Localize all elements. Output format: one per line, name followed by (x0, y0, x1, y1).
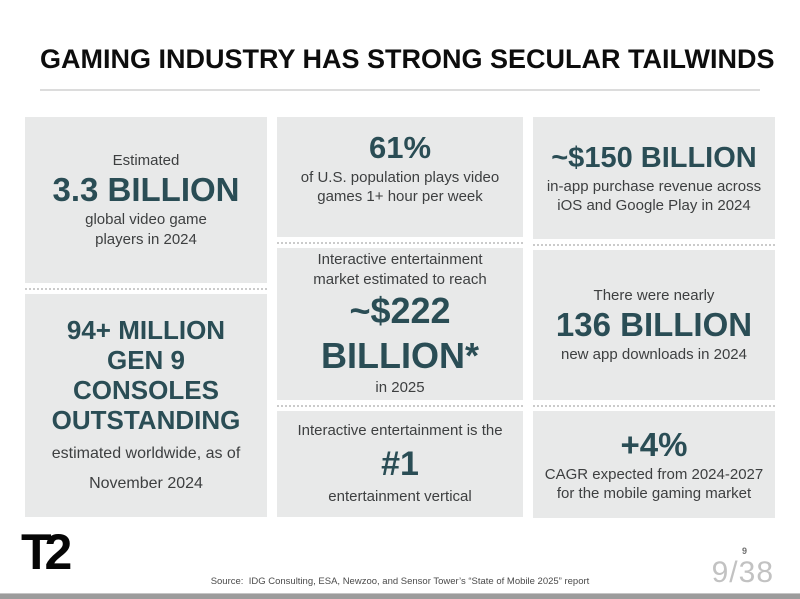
dotted-divider (533, 400, 775, 411)
stat-label-bottom: CAGR expected from 2024-2027 (544, 465, 764, 483)
stats-column-left: Estimated 3.3 BILLION global video game … (25, 117, 267, 517)
stat-label-top: Estimated (112, 151, 180, 169)
dotted-divider (277, 237, 523, 248)
slide-page-number: 9 (741, 546, 747, 556)
stat-label-bottom: November 2024 (89, 475, 203, 493)
stats-column-right: ~$150 BILLION in-app purchase revenue ac… (533, 117, 775, 518)
stat-value: +4% (620, 426, 688, 464)
stat-box-entertainment-vertical: Interactive entertainment is the #1 ente… (277, 411, 523, 517)
stat-label-top: There were nearly (593, 286, 715, 304)
stat-box-app-downloads: There were nearly 136 BILLION new app do… (533, 250, 775, 400)
stat-box-iap-revenue: ~$150 BILLION in-app purchase revenue ac… (533, 117, 775, 239)
stat-label-bottom: new app downloads in 2024 (561, 345, 747, 363)
stat-label-bottom: players in 2024 (95, 230, 197, 248)
stat-box-market-size: Interactive entertainment market estimat… (277, 248, 523, 400)
stat-label-bottom: entertainment vertical (328, 488, 472, 506)
dotted-divider (25, 283, 267, 294)
source-line: Source: IDG Consulting, ESA, Newzoo, and… (210, 576, 590, 588)
dotted-divider (533, 239, 775, 250)
stat-label-top: Interactive entertainment (317, 251, 483, 269)
source-note: Source: IDG Consulting, ESA, Newzoo, and… (100, 543, 700, 599)
stat-value: ~$222 (349, 290, 451, 332)
stat-box-global-players: Estimated 3.3 BILLION global video game … (25, 117, 267, 283)
stat-label-bottom: in-app purchase revenue across (546, 177, 762, 195)
stat-label-bottom: global video game (85, 211, 207, 229)
stat-value: BILLION* (321, 334, 479, 376)
stats-column-middle: 61% of U.S. population plays video games… (277, 117, 523, 517)
stats-grid: Estimated 3.3 BILLION global video game … (25, 117, 777, 518)
take-two-logo: T2 (21, 524, 72, 580)
stat-value: OUTSTANDING (51, 404, 241, 435)
stat-label-bottom: for the mobile gaming market (556, 485, 752, 503)
slide-title: GAMING INDUSTRY HAS STRONG SECULAR TAILW… (40, 44, 775, 74)
stat-value: 136 BILLION (555, 306, 753, 344)
stat-value: ~$150 BILLION (551, 142, 757, 175)
stat-label-top: Interactive entertainment is the (297, 422, 503, 440)
stat-label-top: market estimated to reach (313, 270, 487, 288)
stat-value: 94+ MILLION (66, 314, 226, 345)
viewer-slide-counter: 9/38 (711, 556, 774, 589)
stat-label-bottom: games 1+ hour per week (317, 188, 483, 206)
stat-box-us-population: 61% of U.S. population plays video games… (277, 117, 523, 237)
stat-value: GEN 9 CONSOLES (73, 344, 219, 405)
stat-label-bottom: of U.S. population plays video (300, 168, 500, 186)
stat-box-gen9-consoles: 94+ MILLION GEN 9 CONSOLES OUTSTANDING e… (25, 294, 267, 517)
stat-value: 61% (368, 130, 432, 166)
viewer-bottom-bar (0, 593, 800, 599)
stat-value: 3.3 BILLION (52, 171, 240, 209)
stat-box-mobile-cagr: +4% CAGR expected from 2024-2027 for the… (533, 411, 775, 518)
dotted-divider (277, 400, 523, 411)
stat-label-bottom: iOS and Google Play in 2024 (557, 197, 751, 215)
stat-value: #1 (381, 444, 419, 483)
title-divider (40, 89, 760, 91)
stat-label-bottom: estimated worldwide, as of (51, 445, 241, 463)
stat-label-bottom: in 2025 (375, 379, 425, 397)
